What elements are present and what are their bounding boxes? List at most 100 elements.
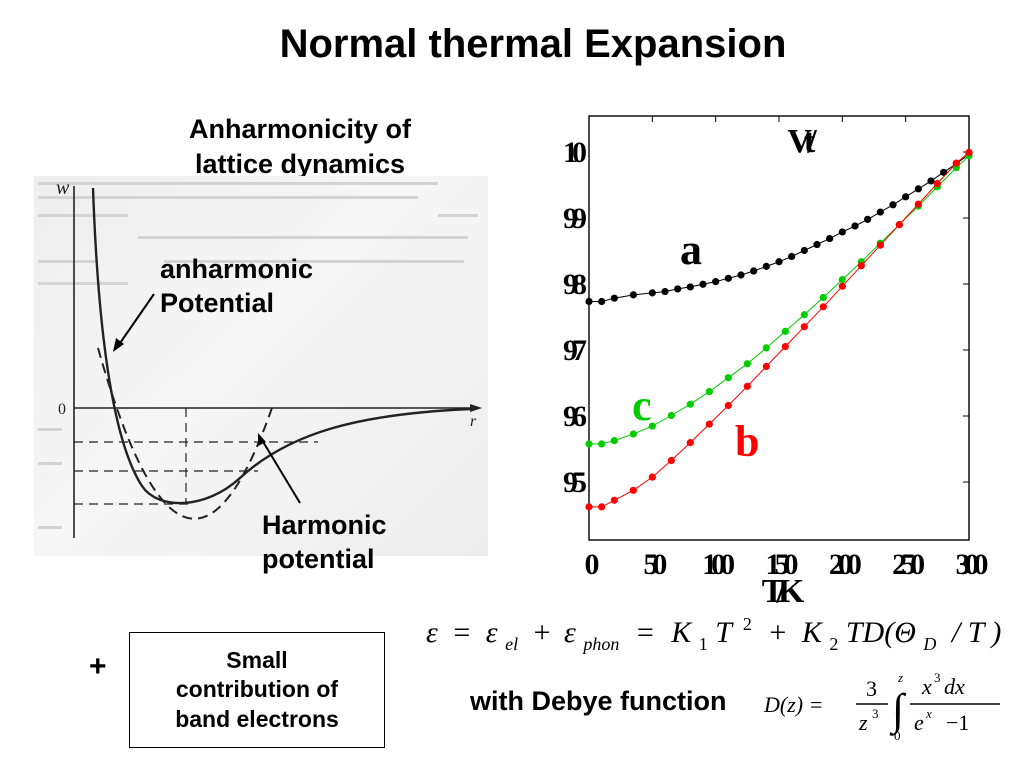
eq-epsilon-phon: ε	[564, 616, 576, 649]
plus-sign: +	[89, 650, 107, 683]
scan-text-line	[438, 214, 478, 217]
data-point-b	[743, 382, 751, 390]
data-point-c	[585, 440, 593, 448]
potential-y-label: w	[56, 177, 70, 199]
integral-upper: z	[897, 670, 903, 685]
integrand-e-exp: x	[925, 706, 932, 721]
anharmonic-pointer-head	[113, 338, 124, 352]
scan-text-line	[38, 282, 128, 285]
data-point-c	[667, 411, 675, 420]
data-point-a	[585, 297, 593, 306]
eq-td: TD(Θ	[846, 616, 916, 649]
data-point-b	[781, 342, 789, 351]
eq-t: T	[715, 616, 734, 649]
harmonic-curve	[97, 347, 275, 520]
data-point-a	[598, 297, 606, 306]
debye-lhs: D(z) =	[763, 692, 823, 717]
debye-label: with Debye function	[470, 686, 727, 716]
scan-text-line	[38, 428, 62, 431]
box-line-1: Small	[226, 646, 288, 673]
x-tick-label: 300	[956, 548, 988, 581]
scan-text-line	[38, 526, 62, 529]
data-point-a	[775, 258, 783, 266]
x-axis-label: T/K	[762, 573, 805, 610]
data-point-a	[800, 246, 808, 255]
band-electrons-box: Small contribution of band electrons	[129, 632, 385, 748]
x-tick-label: 50	[643, 548, 666, 581]
data-point-c	[598, 440, 606, 448]
data-point-c	[762, 344, 770, 352]
y-tick-label: 10	[563, 136, 586, 169]
debye-z-exp: 3	[872, 706, 879, 721]
data-point-a	[940, 168, 948, 176]
data-point-b	[914, 200, 922, 208]
data-point-a	[674, 285, 682, 293]
data-point-b	[876, 241, 884, 249]
data-point-b	[629, 486, 637, 494]
data-point-a	[699, 280, 707, 288]
data-point-a	[889, 201, 897, 209]
x-axis-arrow	[470, 404, 482, 412]
data-point-b	[819, 303, 827, 311]
data-point-b	[895, 221, 903, 229]
debye-formula: D(z) = 3 z 3 ∫ z 0 x 3 dx e x −1	[763, 670, 1000, 743]
data-point-c	[724, 374, 732, 382]
data-point-a	[851, 222, 859, 230]
data-point-c	[781, 327, 789, 335]
y-tick-label: 98	[563, 268, 586, 301]
data-point-b	[952, 159, 960, 167]
integral-sign: ∫	[889, 685, 907, 736]
scan-text-line	[38, 196, 418, 199]
data-point-b	[965, 148, 973, 157]
data-point-b	[838, 282, 846, 290]
series-line-b	[589, 152, 970, 508]
box-line-2: contribution of	[175, 676, 339, 703]
data-point-b	[585, 503, 593, 511]
data-point-a	[838, 228, 846, 236]
data-point-b	[933, 179, 941, 188]
eq-k1-sub: 1	[699, 634, 708, 654]
data-point-a	[712, 278, 720, 286]
x-tick-label: 250	[892, 548, 924, 581]
integrand-minus-one: −1	[946, 710, 969, 735]
anharmonic-label-line2: Potential	[160, 288, 275, 319]
data-point-b	[610, 496, 618, 504]
x-tick-label: 200	[829, 548, 861, 581]
x-tick-label: 100	[702, 548, 734, 581]
data-point-a	[648, 289, 656, 297]
data-point-a	[724, 274, 732, 282]
data-point-b	[667, 456, 675, 465]
y-tick-label: 95	[563, 466, 586, 499]
data-point-a	[762, 262, 770, 270]
data-point-c	[648, 422, 656, 430]
eq-t-sq: 2	[743, 614, 752, 634]
data-point-a	[750, 267, 758, 275]
integrand-x-exp: 3	[934, 670, 941, 685]
data-point-a	[737, 271, 745, 279]
scan-text-line	[164, 260, 464, 263]
eq-plus-2: +	[769, 616, 786, 649]
data-point-c	[838, 276, 846, 284]
scan-text-line	[138, 236, 468, 239]
harmonic-label-line1: Harmonic	[262, 510, 387, 540]
data-point-c	[743, 360, 751, 368]
data-point-c	[686, 400, 694, 408]
series-annotation-b: b	[735, 417, 758, 466]
data-point-a	[902, 193, 910, 201]
potential-diagram: w 0 r	[56, 177, 482, 538]
eq-epsilon-el: ε	[486, 616, 498, 649]
svg-text:ε = ε el +: ε = ε el + ε phon = K 1 T 2 + K 2 TD(Θ D…	[426, 608, 1001, 657]
eq-plus: +	[534, 616, 551, 649]
eq-k2: K	[801, 616, 824, 649]
harmonic-label: Harmonic potential	[262, 508, 387, 577]
potential-scan	[34, 176, 488, 556]
scan-text-line	[38, 462, 62, 465]
data-point-a	[661, 287, 669, 296]
eq-over-t: / T )	[950, 616, 1001, 649]
eq-d-sub: D	[922, 634, 936, 654]
data-point-b	[705, 420, 713, 428]
eq-k2-sub: 2	[829, 634, 838, 654]
data-point-c	[629, 430, 637, 438]
data-point-c	[819, 293, 827, 302]
eq-equals-2: =	[637, 616, 654, 649]
